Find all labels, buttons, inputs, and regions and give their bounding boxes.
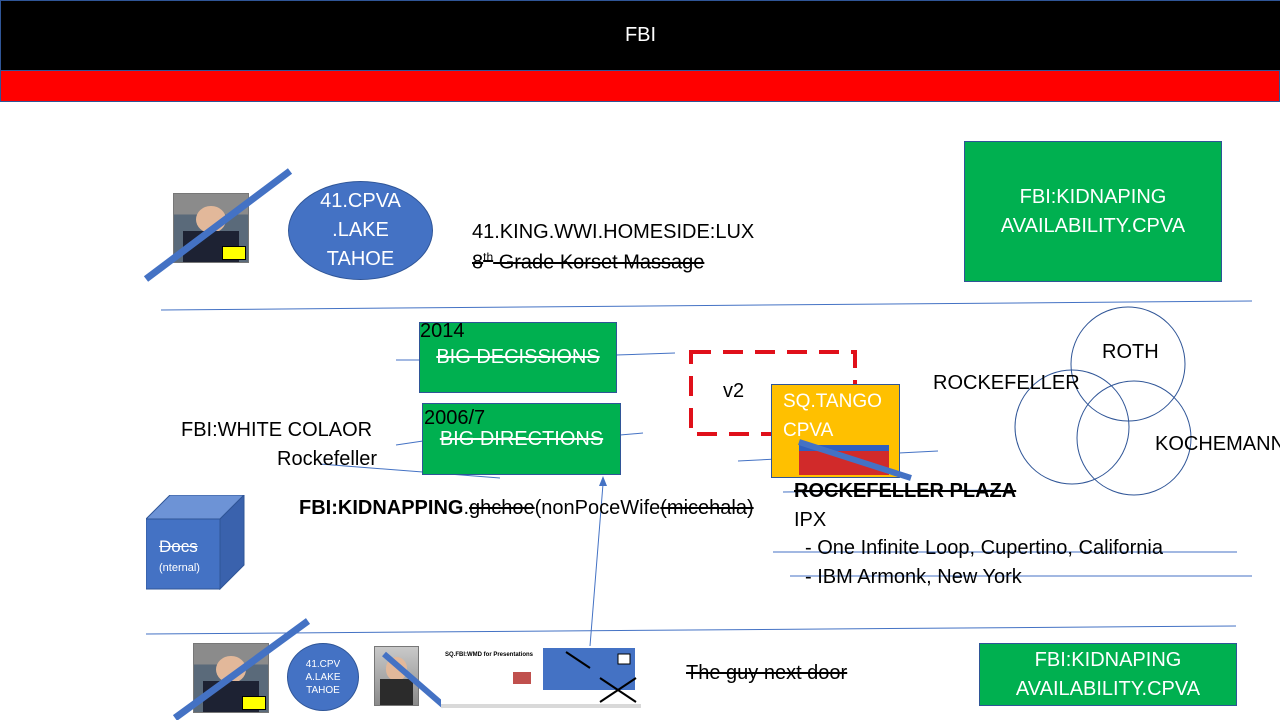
guy-next-door-text: The guy next door	[686, 662, 848, 684]
connector-line	[782, 489, 1001, 493]
rockefeller-plaza-text: ROCKEFELLER PLAZA	[794, 480, 1017, 502]
venn-label-rockefeller: ROCKEFELLER	[933, 372, 1080, 394]
slide-title: SQ.FBI:WMD for Presentations	[445, 652, 534, 658]
venn-label-roth: ROTH	[1102, 341, 1159, 363]
arrow-line	[589, 483, 604, 647]
address-armonk: - IBM Armonk, New York	[805, 566, 1022, 588]
strike-out-mark	[565, 651, 637, 703]
rockefeller-text: Rockefeller	[277, 448, 378, 470]
kidnaping-availability-box-top: FBI:KIDNAPING AVAILABILITY.CPVA	[964, 141, 1222, 282]
connector-line	[319, 463, 501, 479]
connector-line	[395, 440, 424, 446]
strike-out-line	[143, 168, 293, 282]
bottom-separator-line	[145, 625, 1237, 635]
docs-cube-icon	[146, 495, 245, 590]
red-banner	[0, 70, 1280, 102]
lake-tahoe-ellipse-small: 41.CPV A.LAKE TAHOE	[287, 643, 359, 711]
docs-sublabel: (nternal)	[159, 562, 200, 574]
sq-tango-box: SQ.TANGO CPVA	[771, 384, 900, 478]
venn-circle-left	[1014, 369, 1130, 485]
year-2014: 2014	[420, 320, 465, 342]
kidnaping-availability-box-bottom: FBI:KIDNAPING AVAILABILITY.CPVA	[979, 643, 1237, 706]
address-cupertino: - One Infinite Loop, Cupertino, Californ…	[805, 537, 1163, 559]
title-bar: FBI	[0, 0, 1280, 70]
korset-text: 8th Grade Korset Massage	[472, 250, 705, 274]
venn-label-kochemann: KOCHEMANN	[1155, 433, 1280, 455]
big-directions-box: BIG DIRECTIONS	[422, 403, 621, 475]
homeside-text: 41.KING.WWI.HOMESIDE:LUX	[472, 221, 755, 243]
top-separator-line	[160, 300, 1253, 311]
connector-line	[615, 352, 676, 356]
docs-label: Docs	[159, 537, 198, 556]
arrow-head	[599, 476, 607, 486]
ipx-text: IPX	[794, 509, 827, 531]
strike-out-line	[382, 651, 446, 709]
lake-tahoe-ellipse: 41.CPVA .LAKE TAHOE	[288, 181, 433, 280]
venn-circle-right	[1076, 380, 1192, 496]
big-decissions-box: BIG DECISSIONS	[419, 322, 617, 393]
white-colaor-text: FBI:WHITE COLAOR	[181, 419, 373, 441]
venn-circle-top	[1070, 306, 1186, 422]
thumbnail-image	[799, 445, 889, 475]
kidnapping-line: FBI:KIDNAPPING.ghchoe(nonPoceWife(miceha…	[299, 497, 754, 519]
year-2006-7: 2006/7	[424, 407, 486, 429]
strike-out-line	[172, 618, 311, 720]
connector-line	[619, 432, 644, 436]
page-title: FBI	[624, 24, 657, 46]
v2-label: v2	[723, 380, 745, 402]
strike-out-line	[798, 439, 912, 481]
slide-image	[513, 672, 531, 684]
